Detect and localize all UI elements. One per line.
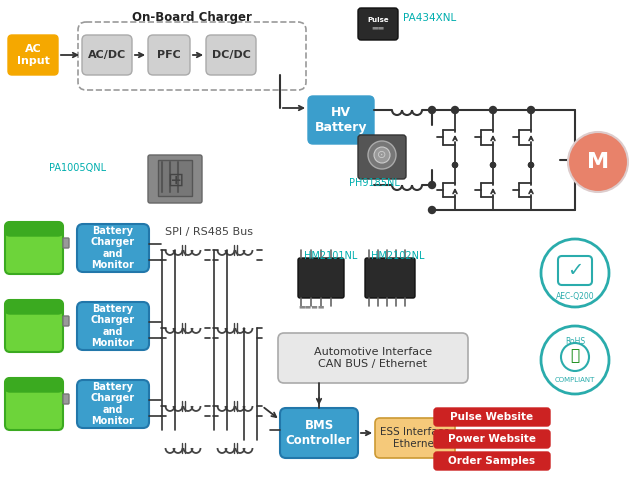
Text: ▬▬: ▬▬: [371, 24, 385, 30]
FancyBboxPatch shape: [77, 380, 149, 428]
Text: SPI / RS485 Bus: SPI / RS485 Bus: [165, 227, 253, 237]
Circle shape: [491, 163, 496, 167]
FancyBboxPatch shape: [5, 300, 63, 314]
Text: ESS Interface
Ethernet: ESS Interface Ethernet: [380, 427, 450, 449]
Circle shape: [428, 182, 435, 188]
Text: ⊙: ⊙: [377, 150, 387, 160]
FancyBboxPatch shape: [148, 35, 190, 75]
FancyBboxPatch shape: [5, 378, 63, 430]
Text: PA434XNL: PA434XNL: [403, 13, 457, 23]
Circle shape: [491, 163, 496, 167]
FancyBboxPatch shape: [77, 302, 149, 350]
Circle shape: [529, 163, 534, 167]
FancyBboxPatch shape: [206, 35, 256, 75]
FancyBboxPatch shape: [358, 8, 398, 40]
Text: PFC: PFC: [157, 50, 181, 60]
Circle shape: [452, 163, 457, 167]
FancyBboxPatch shape: [5, 300, 63, 352]
FancyBboxPatch shape: [5, 378, 63, 392]
Circle shape: [428, 207, 435, 213]
Circle shape: [490, 106, 496, 114]
Text: On-Board Charger: On-Board Charger: [132, 11, 252, 24]
Text: 🌿: 🌿: [570, 348, 580, 363]
Text: BMS
Controller: BMS Controller: [286, 419, 352, 447]
FancyBboxPatch shape: [375, 418, 455, 458]
Circle shape: [452, 106, 459, 114]
Circle shape: [529, 163, 534, 167]
FancyBboxPatch shape: [63, 394, 69, 404]
FancyBboxPatch shape: [5, 222, 63, 274]
Text: AC
Input: AC Input: [16, 44, 49, 66]
Text: M: M: [587, 152, 609, 172]
Circle shape: [452, 163, 457, 167]
Text: Automotive Interface
CAN BUS / Ethernet: Automotive Interface CAN BUS / Ethernet: [314, 347, 432, 369]
Text: Battery
Charger
and
Monitor: Battery Charger and Monitor: [91, 381, 135, 426]
FancyBboxPatch shape: [308, 96, 374, 144]
Circle shape: [527, 106, 534, 114]
FancyBboxPatch shape: [63, 238, 69, 248]
Text: ✓: ✓: [567, 260, 583, 279]
FancyBboxPatch shape: [434, 430, 550, 448]
Circle shape: [568, 132, 628, 192]
Text: HM2102NL: HM2102NL: [371, 251, 425, 261]
Text: Battery
Charger
and
Monitor: Battery Charger and Monitor: [91, 303, 135, 348]
Text: HM2101NL: HM2101NL: [304, 251, 357, 261]
FancyBboxPatch shape: [77, 224, 149, 272]
FancyBboxPatch shape: [434, 452, 550, 470]
Text: RoHS: RoHS: [565, 337, 585, 347]
Circle shape: [428, 106, 435, 114]
Text: Order Samples: Order Samples: [449, 456, 536, 466]
Text: Pulse: Pulse: [367, 17, 389, 23]
Text: Pulse Website: Pulse Website: [450, 412, 534, 422]
Text: ⊞: ⊞: [167, 170, 183, 190]
FancyBboxPatch shape: [434, 408, 550, 426]
Bar: [158, 160, 192, 196]
FancyBboxPatch shape: [5, 222, 63, 236]
FancyBboxPatch shape: [63, 316, 69, 326]
FancyBboxPatch shape: [280, 408, 358, 458]
Text: DC/DC: DC/DC: [212, 50, 251, 60]
FancyBboxPatch shape: [278, 333, 468, 383]
FancyBboxPatch shape: [8, 35, 58, 75]
FancyBboxPatch shape: [298, 258, 344, 298]
FancyBboxPatch shape: [365, 258, 415, 298]
Text: AEC-Q200: AEC-Q200: [556, 291, 594, 301]
Circle shape: [368, 141, 396, 169]
FancyBboxPatch shape: [82, 35, 132, 75]
Text: ▬▬▬▬: ▬▬▬▬: [298, 303, 324, 309]
Circle shape: [541, 239, 609, 307]
Text: COMPLIANT: COMPLIANT: [555, 377, 595, 383]
Circle shape: [374, 147, 390, 163]
Text: PA1005QNL: PA1005QNL: [49, 163, 106, 173]
Text: Power Website: Power Website: [448, 434, 536, 444]
Text: HV
Battery: HV Battery: [315, 106, 367, 134]
Text: AC/DC: AC/DC: [88, 50, 126, 60]
FancyBboxPatch shape: [358, 135, 406, 179]
FancyBboxPatch shape: [148, 155, 202, 203]
Text: PH9185NL: PH9185NL: [348, 178, 399, 188]
Text: Battery
Charger
and
Monitor: Battery Charger and Monitor: [91, 226, 135, 271]
Circle shape: [541, 326, 609, 394]
